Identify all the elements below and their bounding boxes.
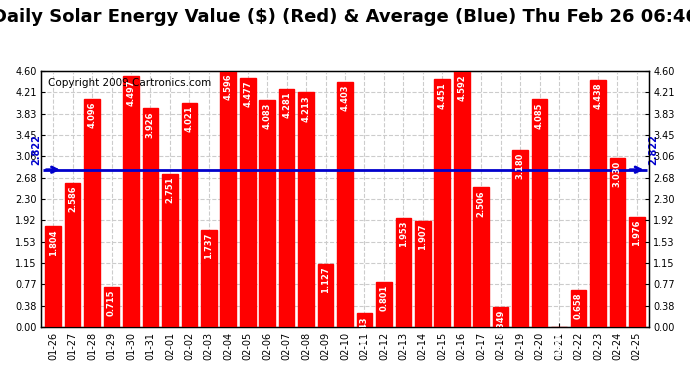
Text: 1.907: 1.907 (418, 224, 427, 250)
Bar (143, 108, 158, 327)
Bar (46, 226, 61, 327)
Text: 4.497: 4.497 (126, 79, 135, 106)
Text: 2.751: 2.751 (166, 177, 175, 203)
Text: 0.243: 0.243 (360, 316, 369, 342)
Bar (84, 99, 100, 327)
Bar (629, 217, 644, 327)
Text: 4.281: 4.281 (282, 91, 291, 118)
Text: Daily Solar Energy Value ($) (Red) & Average (Blue) Thu Feb 26 06:46: Daily Solar Energy Value ($) (Red) & Ave… (0, 8, 690, 26)
Text: 4.213: 4.213 (302, 95, 310, 122)
Bar (181, 103, 197, 327)
Text: 2.822: 2.822 (649, 134, 658, 165)
Bar (162, 174, 178, 327)
Text: 1.953: 1.953 (399, 221, 408, 248)
Bar (435, 79, 450, 327)
Text: 4.438: 4.438 (593, 82, 602, 109)
Text: 1.976: 1.976 (632, 220, 641, 246)
Text: 1.737: 1.737 (204, 233, 213, 259)
Text: 4.096: 4.096 (88, 102, 97, 128)
Bar (454, 71, 469, 327)
Bar (318, 264, 333, 327)
Bar (259, 99, 275, 327)
Text: 2.586: 2.586 (68, 186, 77, 212)
Bar (415, 220, 431, 327)
Text: 4.596: 4.596 (224, 74, 233, 100)
Text: 0.349: 0.349 (496, 310, 505, 336)
Bar (337, 82, 353, 327)
Text: 3.030: 3.030 (613, 161, 622, 187)
Text: 1.804: 1.804 (49, 229, 58, 256)
Text: 4.085: 4.085 (535, 102, 544, 129)
Bar (279, 88, 295, 327)
Text: 2.822: 2.822 (32, 134, 41, 165)
Text: 0.801: 0.801 (380, 285, 388, 311)
Bar (65, 183, 81, 327)
Text: Copyright 2009 Cartronics.com: Copyright 2009 Cartronics.com (48, 78, 211, 88)
Text: 1.127: 1.127 (321, 267, 330, 294)
Bar (609, 158, 625, 327)
Bar (376, 282, 392, 327)
Bar (493, 308, 509, 327)
Text: 4.477: 4.477 (243, 80, 253, 107)
Bar (571, 290, 586, 327)
Bar (532, 99, 547, 327)
Bar (201, 230, 217, 327)
Bar (473, 187, 489, 327)
Bar (512, 150, 528, 327)
Text: 4.083: 4.083 (263, 102, 272, 129)
Bar (240, 78, 255, 327)
Bar (221, 71, 236, 327)
Text: 0.000: 0.000 (555, 330, 564, 356)
Bar (104, 287, 119, 327)
Text: 3.180: 3.180 (515, 153, 524, 179)
Text: 4.592: 4.592 (457, 74, 466, 100)
Text: 0.715: 0.715 (107, 290, 116, 316)
Text: 0.658: 0.658 (574, 293, 583, 320)
Text: 4.021: 4.021 (185, 106, 194, 132)
Bar (124, 76, 139, 327)
Bar (590, 80, 606, 327)
Text: 4.451: 4.451 (437, 82, 447, 109)
Text: 3.926: 3.926 (146, 111, 155, 138)
Bar (395, 218, 411, 327)
Text: 2.506: 2.506 (477, 190, 486, 217)
Text: 4.403: 4.403 (340, 84, 350, 111)
Bar (298, 92, 314, 327)
Bar (357, 313, 372, 327)
